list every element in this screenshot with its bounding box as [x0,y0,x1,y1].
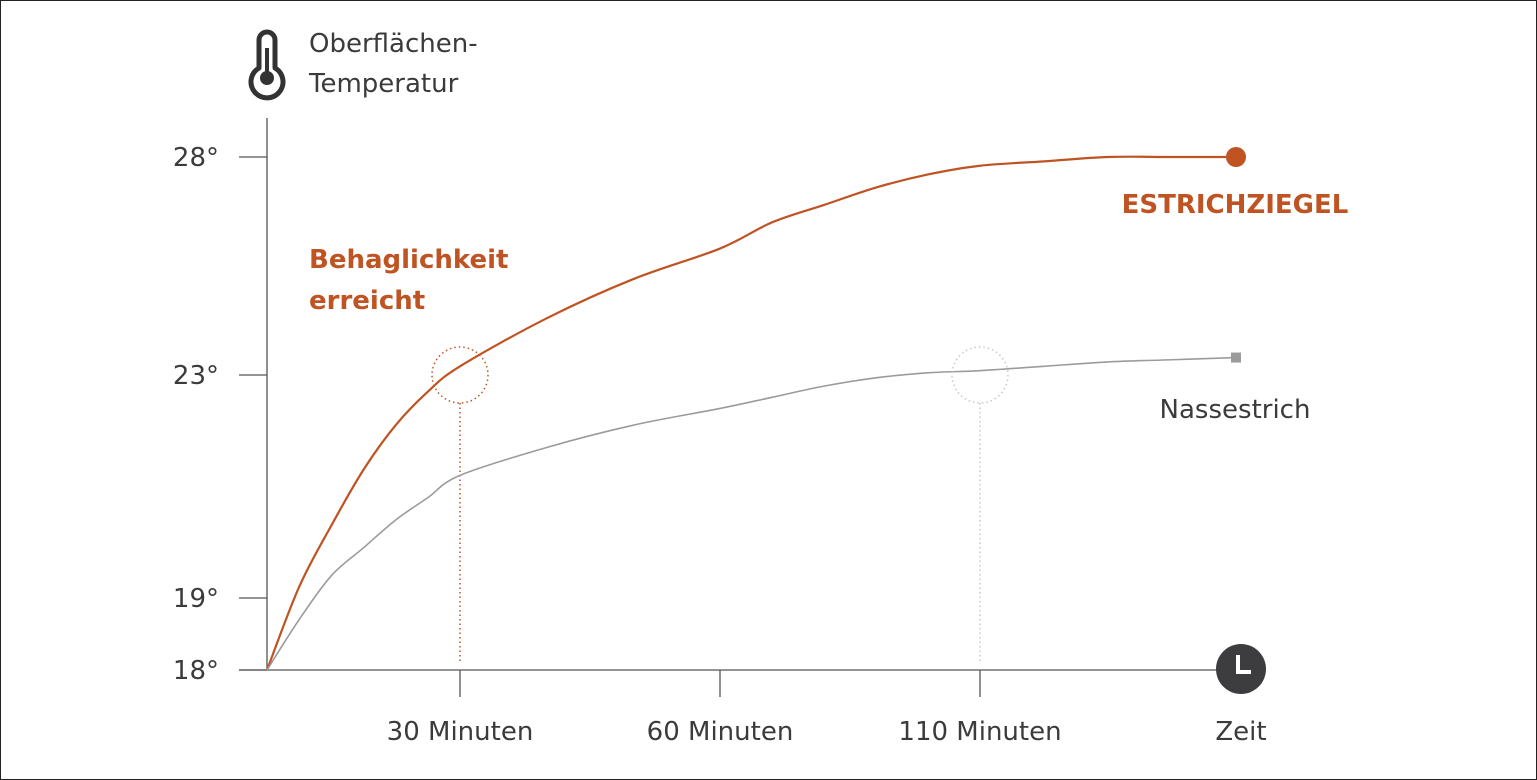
marker-circle-estrichziegel [431,346,489,404]
y-tick-label-19: 19° [173,584,219,614]
x-tick-label-30: 30 Minuten [387,717,534,747]
series-label-nassestrich: Nassestrich [1160,395,1311,425]
annotation-line-1: Behaglichkeit [309,245,508,275]
y-axis-title-line-2: Temperatur [308,69,459,99]
y-tick-label-18: 18° [173,656,219,686]
thermometer-icon [248,29,286,101]
x-axis-title: Zeit [1215,717,1266,747]
marker-circle-nassestrich [951,346,1009,404]
series-line-nassestrich [266,356,1237,671]
series-line-estrichziegel [265,155,1236,671]
series-end-marker-estrichziegel [1226,147,1246,167]
clock-icon [1216,644,1266,694]
y-axis-title-line-1: Oberflächen- [309,29,478,59]
x-tick-label-60: 60 Minuten [647,717,794,747]
x-tick-label-110: 110 Minuten [898,717,1061,747]
series-label-estrichziegel: ESTRICHZIEGEL [1122,190,1349,220]
annotation-line-2: erreicht [309,286,425,316]
series-end-marker-nassestrich [1231,352,1241,363]
y-tick-label-23: 23° [173,361,219,391]
y-tick-label-28: 28° [173,143,219,173]
